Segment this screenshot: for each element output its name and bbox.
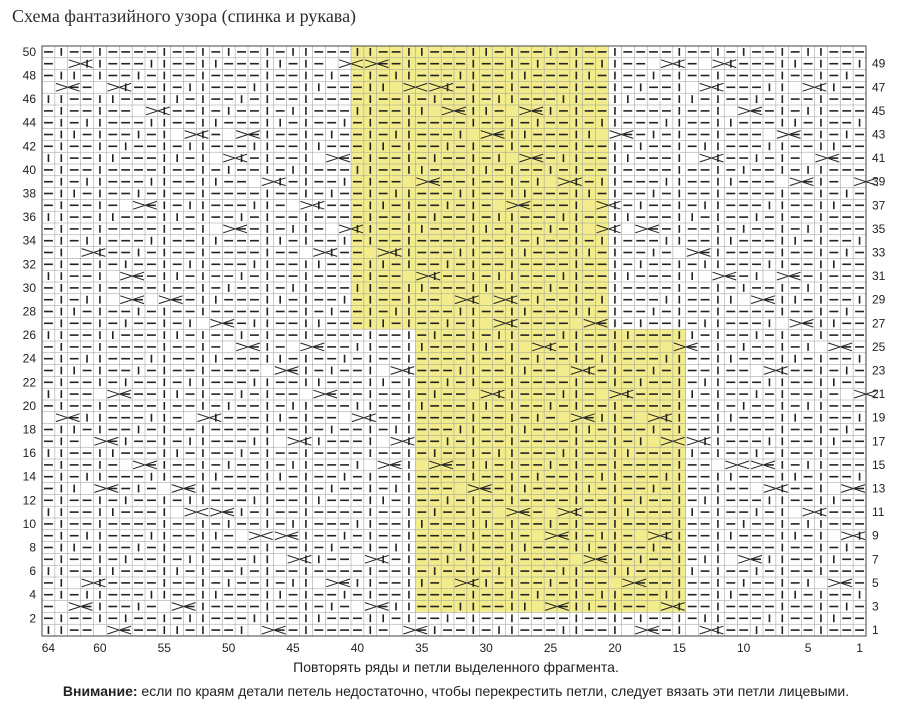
left-row-label: 8 bbox=[29, 541, 36, 555]
stitch-label: 50 bbox=[222, 641, 236, 655]
attention-note: Внимание: если по краям детали петель не… bbox=[0, 683, 912, 699]
left-row-label: 16 bbox=[23, 446, 37, 460]
right-row-label: 25 bbox=[872, 340, 886, 354]
stitch-label: 5 bbox=[805, 641, 812, 655]
right-row-label: 29 bbox=[872, 293, 886, 307]
left-row-label: 20 bbox=[23, 399, 37, 413]
right-row-label: 5 bbox=[872, 576, 879, 590]
grid-border bbox=[41, 45, 867, 637]
stitch-label: 55 bbox=[158, 641, 172, 655]
left-row-label: 4 bbox=[29, 588, 36, 602]
left-row-label: 14 bbox=[23, 470, 37, 484]
left-row-label: 46 bbox=[23, 92, 37, 106]
stitch-label: 40 bbox=[351, 641, 365, 655]
left-row-label: 34 bbox=[23, 234, 37, 248]
left-row-label: 44 bbox=[23, 116, 37, 130]
left-row-label: 48 bbox=[23, 69, 37, 83]
grid-lines bbox=[41, 45, 867, 637]
repeat-note: Повторять ряды и петли выделенного фрагм… bbox=[293, 659, 619, 675]
left-row-label: 50 bbox=[23, 45, 37, 59]
right-row-label: 9 bbox=[872, 529, 879, 543]
attention-label: Внимание: bbox=[62, 683, 138, 699]
stitch-label: 20 bbox=[608, 641, 622, 655]
left-row-label: 36 bbox=[23, 210, 37, 224]
stitch-label: 45 bbox=[286, 641, 300, 655]
right-row-label: 1 bbox=[872, 623, 879, 637]
right-row-label: 37 bbox=[872, 198, 886, 212]
left-row-label: 28 bbox=[23, 305, 37, 319]
right-row-label: 39 bbox=[872, 175, 886, 189]
axis-labels: 5048464442403836343230282624222018161412… bbox=[23, 45, 886, 655]
left-row-label: 40 bbox=[23, 163, 37, 177]
left-row-label: 2 bbox=[29, 611, 36, 625]
stitch-label: 35 bbox=[415, 641, 429, 655]
stitch-label: 64 bbox=[42, 641, 56, 655]
right-row-label: 49 bbox=[872, 57, 886, 71]
right-row-label: 19 bbox=[872, 411, 886, 425]
right-row-label: 41 bbox=[872, 151, 886, 165]
cell-symbol-layer bbox=[44, 48, 879, 635]
left-row-label: 22 bbox=[23, 375, 37, 389]
right-row-label: 45 bbox=[872, 104, 886, 118]
right-row-label: 33 bbox=[872, 246, 886, 260]
right-row-label: 17 bbox=[872, 434, 886, 448]
left-row-label: 6 bbox=[29, 564, 36, 578]
stitch-label: 25 bbox=[544, 641, 558, 655]
right-row-label: 47 bbox=[872, 80, 886, 94]
right-row-label: 23 bbox=[872, 364, 886, 378]
left-row-label: 18 bbox=[23, 423, 37, 437]
left-row-label: 32 bbox=[23, 257, 37, 271]
right-row-label: 13 bbox=[872, 482, 886, 496]
stitch-label: 15 bbox=[673, 641, 687, 655]
left-row-label: 10 bbox=[23, 517, 37, 531]
right-row-label: 11 bbox=[872, 505, 885, 519]
right-row-label: 31 bbox=[872, 269, 886, 283]
stitch-label: 10 bbox=[737, 641, 751, 655]
right-row-label: 7 bbox=[872, 552, 879, 566]
attention-text: если по краям детали петель недостаточно… bbox=[137, 683, 850, 699]
left-row-label: 30 bbox=[23, 281, 37, 295]
right-row-label: 21 bbox=[872, 387, 886, 401]
right-row-label: 35 bbox=[872, 222, 886, 236]
left-row-label: 42 bbox=[23, 139, 37, 153]
stitch-label: 1 bbox=[856, 641, 863, 655]
left-row-label: 12 bbox=[23, 493, 37, 507]
left-row-label: 24 bbox=[23, 352, 37, 366]
stitch-label: 60 bbox=[93, 641, 107, 655]
right-row-label: 15 bbox=[872, 458, 886, 472]
chart-title: Схема фантазийного узора (спинка и рукав… bbox=[12, 6, 357, 26]
left-row-label: 38 bbox=[23, 187, 37, 201]
right-row-label: 43 bbox=[872, 128, 886, 142]
right-row-label: 3 bbox=[872, 600, 879, 614]
stitch-label: 30 bbox=[480, 641, 494, 655]
right-row-label: 27 bbox=[872, 316, 886, 330]
left-row-label: 26 bbox=[23, 328, 37, 342]
